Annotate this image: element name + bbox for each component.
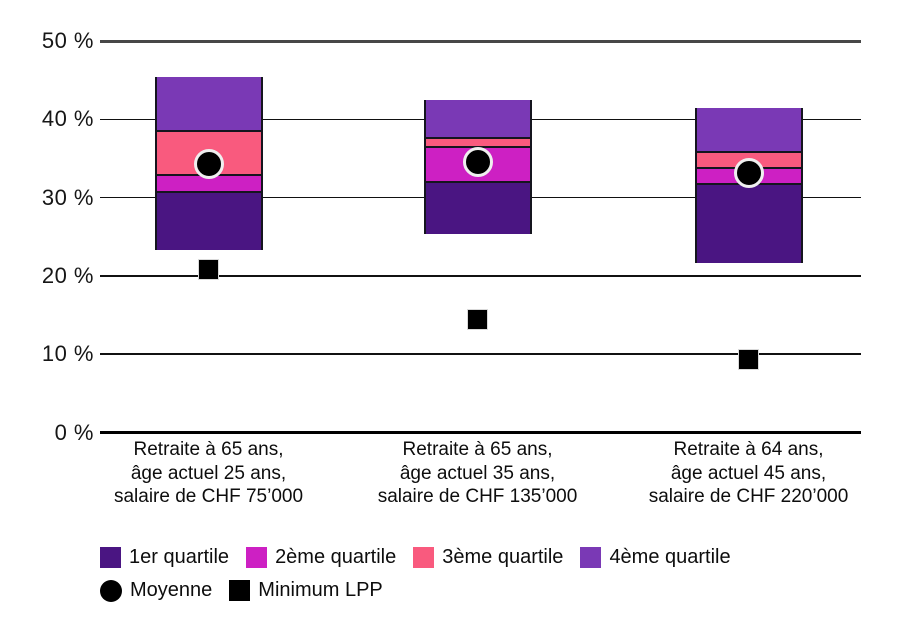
- y-tick-label-20: 20 %: [41, 262, 94, 288]
- minimum-lpp-marker-2: [466, 308, 488, 330]
- legend-swatch-square-icon: [580, 547, 602, 568]
- quartile-boundary-0: [696, 151, 801, 154]
- gridline-0: [100, 431, 861, 434]
- minimum-lpp-marker-1: [197, 259, 219, 281]
- y-tick-label-10: 10 %: [41, 341, 94, 367]
- y-tick-label-50: 50 %: [41, 28, 94, 54]
- legend-row-1: 1er quartile 2ème quartile 3ème quartile 4è…: [100, 546, 731, 569]
- segment-4eme-quartile: [696, 108, 801, 153]
- plot-area: 0 % 10 % 20 % 30 % 40 % 50 %: [41, 28, 861, 445]
- y-tick-label-30: 30 %: [41, 184, 94, 210]
- legend-swatch-square-icon: [413, 547, 435, 568]
- gridline-20: [100, 275, 861, 277]
- legend-item-2-me-quartile: 2ème quartile: [246, 546, 396, 569]
- legend-label: 3ème quartile: [442, 546, 564, 568]
- quartile-bar-2: [423, 99, 532, 235]
- segment-4eme-quartile: [425, 99, 530, 139]
- mean-marker-2: [462, 146, 493, 177]
- mean-marker-1: [193, 148, 224, 179]
- legend-item-minimum-lpp: Minimum LPP: [229, 579, 383, 602]
- legend-item-3-me-quartile: 3ème quartile: [413, 546, 563, 569]
- category-label-1: Retraite à 65 ans, âge actuel 25 ans, sa…: [113, 439, 304, 507]
- gridline-10: [100, 353, 861, 355]
- legend-item-1er-quartile: 1er quartile: [100, 546, 229, 569]
- legend-label: Minimum LPP: [258, 579, 383, 601]
- segment-1er-quartile: [156, 192, 261, 251]
- y-tick-label-40: 40 %: [41, 106, 94, 132]
- minimum-lpp-marker-3: [737, 348, 759, 370]
- segment-3eme-quartile: [425, 138, 530, 147]
- segment-4eme-quartile: [156, 77, 261, 132]
- quartile-boundary-2: [425, 180, 530, 183]
- legend-label: 4ème quartile: [609, 546, 731, 568]
- y-tick-label-0: 0 %: [54, 419, 94, 445]
- category-label-2: Retraite à 65 ans, âge actuel 35 ans, sa…: [377, 439, 578, 507]
- legend-label: 2ème quartile: [275, 546, 397, 568]
- legend-item-moyenne: Moyenne: [100, 579, 212, 602]
- segment-2eme-quartile: [156, 174, 261, 193]
- segment-1er-quartile: [696, 183, 801, 263]
- gridline-50: [100, 39, 861, 43]
- legend-swatch-square-icon: [100, 547, 121, 568]
- legend-label: Moyenne: [130, 579, 213, 601]
- quartile-boundary-0: [156, 130, 261, 133]
- legend-swatch-circle-icon: [100, 579, 122, 602]
- legend-row-2: Moyenne Minimum LPP: [100, 579, 383, 602]
- quartile-boundary-0: [425, 137, 530, 140]
- legend-swatch-square-icon: [246, 547, 268, 568]
- quartile-boundary-2: [156, 191, 261, 194]
- segment-1er-quartile: [425, 181, 530, 235]
- category-label-3: Retraite à 64 ans, âge actuel 45 ans, sa…: [648, 439, 849, 507]
- legend-swatch-square-icon: [229, 580, 251, 601]
- legend-label: 1er quartile: [129, 546, 230, 568]
- legend-item-4-me-quartile: 4ème quartile: [580, 546, 731, 569]
- mean-marker-3: [733, 157, 764, 188]
